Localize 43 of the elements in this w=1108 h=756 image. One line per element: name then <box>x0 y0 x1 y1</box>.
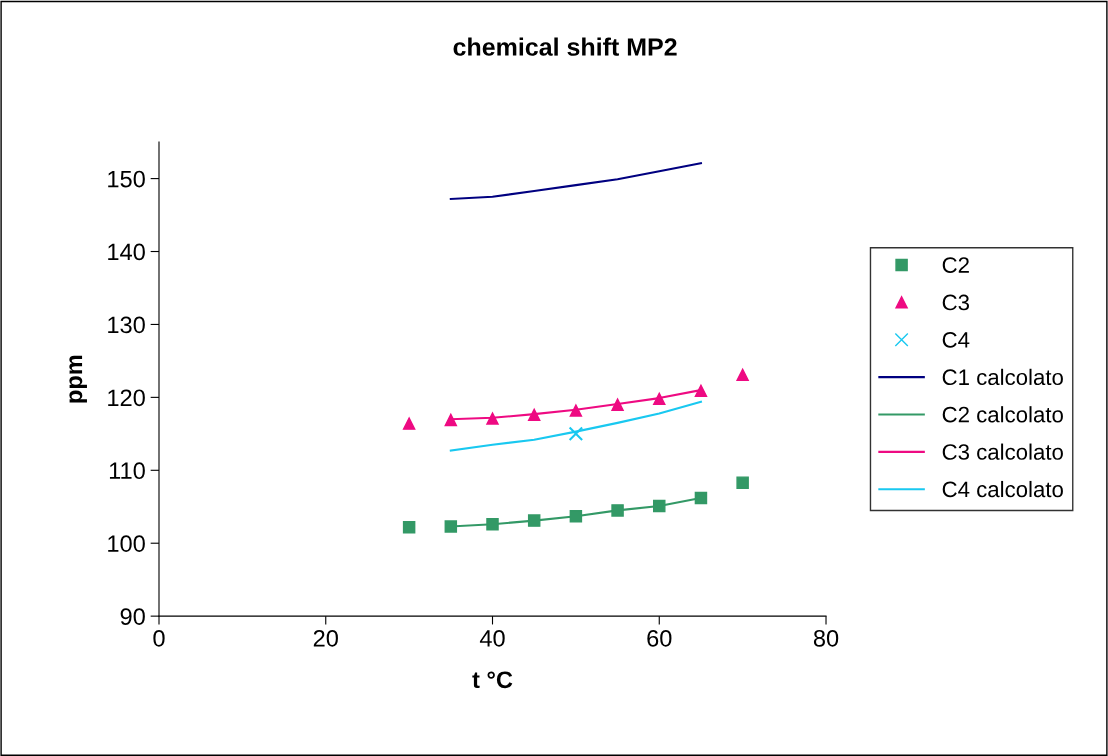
y-tick-label: 130 <box>108 316 145 334</box>
legend-label: C2 <box>942 257 969 273</box>
legend-label: C4 calcolato <box>942 480 1063 498</box>
point <box>611 504 624 517</box>
point <box>694 384 708 398</box>
y-tick-label: 90 <box>120 608 145 625</box>
y-axis-title: ppm <box>69 355 87 403</box>
x-tick-label: 60 <box>647 629 672 647</box>
point <box>402 417 416 430</box>
point <box>486 412 499 425</box>
legend-label: C1 calcolato <box>942 368 1063 386</box>
legend-label: C4 <box>942 331 970 348</box>
point <box>527 514 541 527</box>
legend-label: C3 <box>942 294 970 311</box>
point <box>694 491 708 505</box>
point <box>653 499 666 513</box>
point <box>611 398 624 411</box>
y-tick-label: 140 <box>108 243 145 261</box>
point <box>569 404 583 417</box>
point <box>569 509 583 523</box>
x-tick-label: 20 <box>313 629 338 647</box>
y-tick-label: 100 <box>108 535 145 552</box>
point <box>444 520 458 533</box>
point <box>736 476 749 489</box>
chart-title: chemical shift MP2 <box>453 37 677 56</box>
x-tick-label: 40 <box>479 629 505 647</box>
legend-label: C3 calcolato <box>942 443 1063 460</box>
y-tick-label: 120 <box>108 389 145 407</box>
point <box>486 518 499 531</box>
line-series <box>449 162 702 201</box>
y-tick-label: 110 <box>109 462 145 480</box>
line-series <box>449 400 702 452</box>
x-axis-title: t °C <box>472 671 513 689</box>
point <box>402 520 416 534</box>
point <box>568 426 584 442</box>
legend-label: C2 calcolato <box>942 406 1063 423</box>
x-tick-label: 0 <box>153 629 165 647</box>
point <box>527 408 541 422</box>
point <box>736 368 749 382</box>
x-tick-label: 80 <box>813 629 839 647</box>
point <box>653 392 666 406</box>
y-tick-label: 150 <box>108 170 145 188</box>
point <box>444 413 458 427</box>
